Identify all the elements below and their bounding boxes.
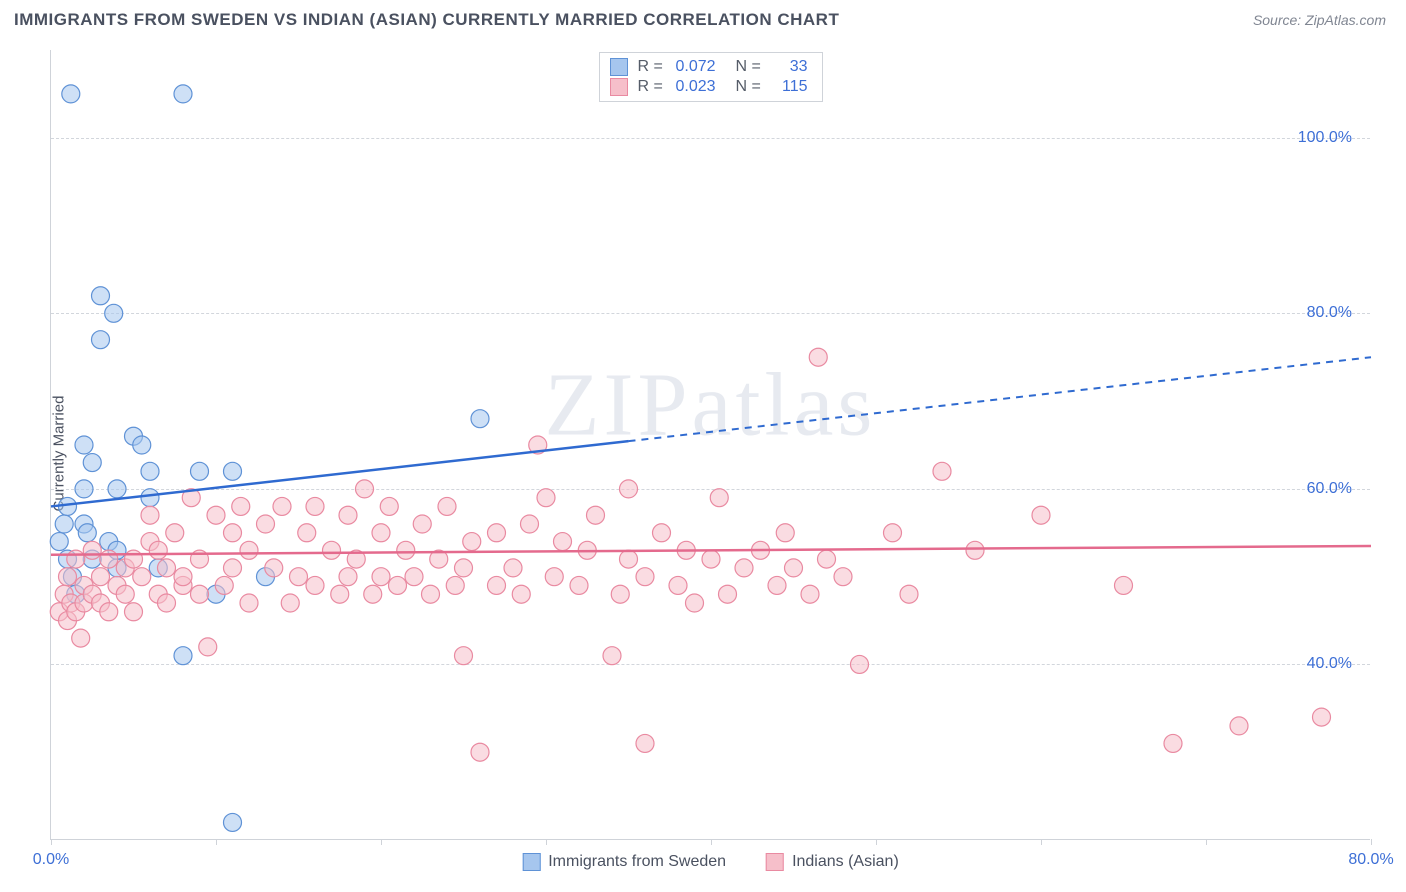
n-value: 33: [774, 58, 808, 76]
chart-plot-area: Currently Married ZIPatlas 40.0%60.0%80.…: [50, 50, 1370, 840]
correlation-legend: R = 0.072 N = 33 R = 0.023 N = 115: [599, 52, 823, 102]
series-legend: Immigrants from Sweden Indians (Asian): [522, 853, 899, 871]
r-value: 0.023: [676, 78, 726, 96]
x-tick: [876, 839, 877, 845]
x-tick: [1206, 839, 1207, 845]
legend-label: Immigrants from Sweden: [548, 853, 726, 871]
legend-label: Indians (Asian): [792, 853, 899, 871]
n-value: 115: [774, 78, 808, 96]
x-tick: [51, 839, 52, 845]
n-label: N =: [736, 78, 764, 96]
x-tick: [1041, 839, 1042, 845]
legend-item: Immigrants from Sweden: [522, 853, 726, 871]
r-value: 0.072: [676, 58, 726, 76]
legend-swatch: [610, 58, 628, 76]
r-label: R =: [638, 78, 666, 96]
legend-row: R = 0.023 N = 115: [610, 77, 808, 97]
legend-row: R = 0.072 N = 33: [610, 57, 808, 77]
x-tick: [546, 839, 547, 845]
legend-swatch: [766, 853, 784, 871]
n-label: N =: [736, 58, 764, 76]
legend-swatch: [610, 78, 628, 96]
x-tick-label: 0.0%: [33, 851, 69, 869]
x-tick: [381, 839, 382, 845]
x-tick: [1371, 839, 1372, 845]
x-tick-label: 80.0%: [1348, 851, 1393, 869]
scatter-plot-svg: [51, 50, 1370, 839]
legend-item: Indians (Asian): [766, 853, 899, 871]
legend-swatch: [522, 853, 540, 871]
chart-title: IMMIGRANTS FROM SWEDEN VS INDIAN (ASIAN)…: [14, 10, 839, 30]
r-label: R =: [638, 58, 666, 76]
x-tick: [216, 839, 217, 845]
source-attribution: Source: ZipAtlas.com: [1253, 12, 1386, 28]
x-tick: [711, 839, 712, 845]
